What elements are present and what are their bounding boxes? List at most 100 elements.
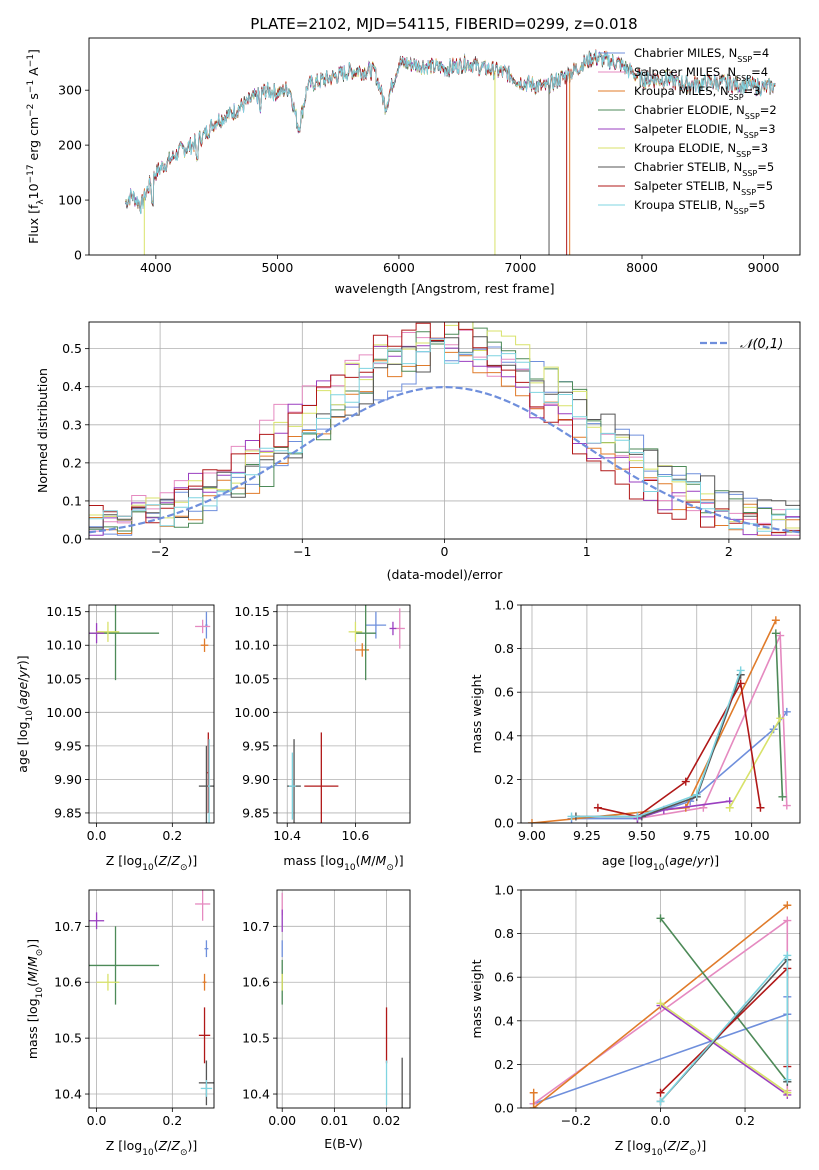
- y-axis-label: Normed distribution: [35, 368, 50, 493]
- x-tick-label: 0.2: [162, 828, 182, 843]
- weight-marker-chabrier_elodie: [656, 914, 665, 923]
- weight-marker-kroupa_miles: [527, 819, 536, 823]
- y-tick-label: 0.2: [62, 455, 82, 470]
- weight-marker-salpeter_stelib: [736, 679, 745, 688]
- axes-frame: [276, 604, 411, 824]
- axes-frame: [520, 889, 801, 1109]
- x-tick-label: 0.2: [162, 1113, 182, 1128]
- x-tick-label: 0.00: [268, 1113, 296, 1128]
- legend-name: Salpeter STELIB, N: [634, 179, 741, 193]
- y-tick-label: 0.8: [494, 641, 514, 656]
- legend-entry: Salpeter MILES, NSSP=4: [634, 65, 768, 83]
- label-part: )]: [15, 655, 30, 665]
- weight-line-kroupa_elodie: [660, 1002, 788, 1094]
- label-part: age: [15, 682, 30, 706]
- label-part: (: [154, 853, 159, 868]
- y-tick-label: 0.4: [494, 1013, 514, 1028]
- weight-marker-kroupa_miles: [529, 1088, 538, 1097]
- y-tick-label: 10.5: [242, 1031, 270, 1046]
- label-part: 10: [142, 1148, 154, 1158]
- legend-entry: 𝒩(0,1): [740, 337, 783, 352]
- y-tick-label: 10.15: [234, 604, 270, 619]
- x-axis-label: Z [log10(Z/Z⊙)]: [615, 1138, 707, 1158]
- legend-tail: =2: [760, 103, 777, 117]
- label-part: Flux [f: [26, 204, 41, 244]
- weight-line-kroupa_miles: [531, 619, 777, 823]
- weight-marker-kroupa_stelib: [736, 666, 745, 675]
- weight-marker-chabrier_elodie: [771, 629, 780, 638]
- label-part: age [log: [602, 853, 653, 868]
- x-tick-label: 9000: [748, 260, 780, 275]
- legend-sub: SSP: [737, 55, 752, 64]
- x-axis-label: (data-model)/error: [387, 567, 504, 582]
- label-part: Z [log: [615, 1138, 651, 1153]
- x-tick-label: 4000: [140, 260, 172, 275]
- y-tick-label: 100: [58, 193, 82, 208]
- label-part: /: [25, 966, 40, 971]
- histogram-lines: [89, 322, 800, 536]
- legend-name: Chabrier ELODIE, N: [634, 103, 745, 117]
- label-part: Z: [158, 853, 168, 868]
- weight-marker-salpeter_stelib: [656, 1088, 665, 1097]
- y-tick-label: 0.2: [494, 772, 514, 787]
- label-part: )]: [187, 1138, 197, 1153]
- y-tick-label: 10.4: [242, 1087, 270, 1102]
- x-tick-label: 0.02: [373, 1113, 401, 1128]
- y-tick-label: 0.4: [62, 379, 82, 394]
- chart-mass_vs_ebv: 0.00 0.01 0.02 10.4 10.5 10.6 10.7 E(B-V): [242, 889, 411, 1151]
- y-tick-label: 0.3: [62, 417, 82, 432]
- x-axis-label: age [log10(age/yr)]: [602, 853, 719, 873]
- label-part: 10: [651, 1148, 663, 1158]
- label-part: (: [663, 1138, 668, 1153]
- errorbars: [89, 605, 214, 823]
- y-tick-label: 0.0: [494, 1101, 514, 1116]
- legend-sub: SSP: [744, 131, 759, 140]
- label-part: )]: [187, 853, 197, 868]
- label-part: 10: [35, 987, 45, 999]
- x-tick-label: 9.00: [518, 828, 546, 843]
- x-tick-label: 9.75: [683, 828, 711, 843]
- weight-marker-salpeter_miles: [783, 916, 792, 925]
- label-part: mass [log: [283, 853, 344, 868]
- label-part: /: [167, 1138, 172, 1153]
- label-part: (: [664, 853, 669, 868]
- x-tick-label: 9.25: [573, 828, 601, 843]
- x-axis-label: Z [log10(Z/Z⊙)]: [106, 1138, 198, 1158]
- label-part: −1: [26, 54, 36, 67]
- x-tick-label: 2: [725, 544, 733, 559]
- errorbars: [89, 890, 214, 1106]
- label-part: ⊙: [689, 1148, 697, 1158]
- x-axis-label: Z [log10(Z/Z⊙)]: [106, 853, 198, 873]
- weight-marker-kroupa_elodie: [656, 999, 665, 1008]
- label-part: ⊙: [386, 863, 394, 873]
- chart-spectrum: 4000 5000 6000 7000 8000 9000 0 100 200 300 wavele…: [26, 37, 801, 296]
- chart-weight_vs_age: 9.00 9.25 9.50 9.75 10.00 0.0 0.2 0.4 0.6 0.8 1.0 a…: [469, 598, 801, 873]
- x-tick-label: 10.6: [342, 828, 370, 843]
- y-tick-label: 10.6: [242, 975, 270, 990]
- axes-frame: [88, 37, 801, 256]
- weight-marker-salpeter_stelib: [756, 803, 765, 812]
- label-part: /: [15, 677, 30, 682]
- legend-entry: Kroupa MILES, NSSP=3: [634, 84, 760, 102]
- x-tick-label: −1: [293, 544, 311, 559]
- legend-tail: =4: [752, 46, 769, 60]
- chart-residuals: −2 −1 0 1 2 0.0 0.1 0.2 0.3 0.4 0.5 (data-model)/er…: [35, 321, 801, 582]
- legend-name: Kroupa STELIB, N: [634, 198, 734, 212]
- x-tick-label: 5000: [261, 260, 293, 275]
- label-part: age: [669, 853, 693, 868]
- label-part: )]: [709, 853, 719, 868]
- x-tick-label: −2: [151, 544, 169, 559]
- legend-sub: SSP: [741, 188, 756, 197]
- spectrum-line-kroupa_stelib: [125, 49, 776, 215]
- y-tick-label: 0.0: [62, 532, 82, 547]
- label-part: mass [log: [25, 998, 40, 1059]
- x-tick-label: 0.0: [87, 828, 107, 843]
- x-tick-label: 7000: [505, 260, 537, 275]
- legend-entry: Kroupa STELIB, NSSP=5: [634, 198, 765, 216]
- legend-entry: Chabrier ELODIE, NSSP=2: [634, 103, 777, 121]
- label-part: M: [361, 853, 372, 868]
- legend-tail: =5: [749, 198, 766, 212]
- label-part: 10: [142, 863, 154, 873]
- legend-sub: SSP: [736, 74, 751, 83]
